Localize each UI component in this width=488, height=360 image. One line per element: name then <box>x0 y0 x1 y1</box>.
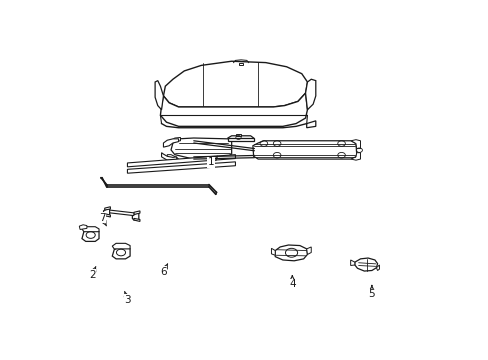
Polygon shape <box>161 153 176 160</box>
Polygon shape <box>350 140 360 149</box>
Polygon shape <box>376 265 379 270</box>
Polygon shape <box>163 139 178 147</box>
Polygon shape <box>104 214 110 217</box>
Polygon shape <box>134 219 140 221</box>
Polygon shape <box>227 136 253 141</box>
Polygon shape <box>171 138 231 159</box>
Polygon shape <box>163 61 307 107</box>
Polygon shape <box>171 138 180 141</box>
Polygon shape <box>134 211 140 215</box>
Text: 3: 3 <box>124 292 130 305</box>
Polygon shape <box>275 245 307 261</box>
Polygon shape <box>104 207 110 210</box>
Polygon shape <box>160 93 307 126</box>
Polygon shape <box>82 229 99 242</box>
Text: 1: 1 <box>207 156 217 167</box>
Polygon shape <box>127 155 235 167</box>
Polygon shape <box>252 141 356 159</box>
Polygon shape <box>103 208 109 216</box>
Polygon shape <box>236 134 241 136</box>
Text: 4: 4 <box>288 276 295 289</box>
Polygon shape <box>79 225 87 229</box>
Polygon shape <box>127 162 235 173</box>
Text: 2: 2 <box>89 266 96 280</box>
Polygon shape <box>112 246 130 259</box>
Polygon shape <box>132 212 139 220</box>
Polygon shape <box>239 63 243 65</box>
Polygon shape <box>227 138 254 141</box>
Text: 5: 5 <box>368 285 374 299</box>
Polygon shape <box>305 79 315 110</box>
Polygon shape <box>350 153 360 160</box>
Polygon shape <box>350 260 354 266</box>
Text: 6: 6 <box>160 264 167 277</box>
Polygon shape <box>167 155 178 160</box>
Polygon shape <box>82 227 99 232</box>
Polygon shape <box>155 81 163 110</box>
Polygon shape <box>306 121 315 128</box>
Polygon shape <box>112 243 130 249</box>
Text: 7: 7 <box>99 213 106 226</box>
Polygon shape <box>306 247 311 255</box>
Polygon shape <box>271 248 275 255</box>
Polygon shape <box>109 210 134 216</box>
Polygon shape <box>354 258 377 271</box>
